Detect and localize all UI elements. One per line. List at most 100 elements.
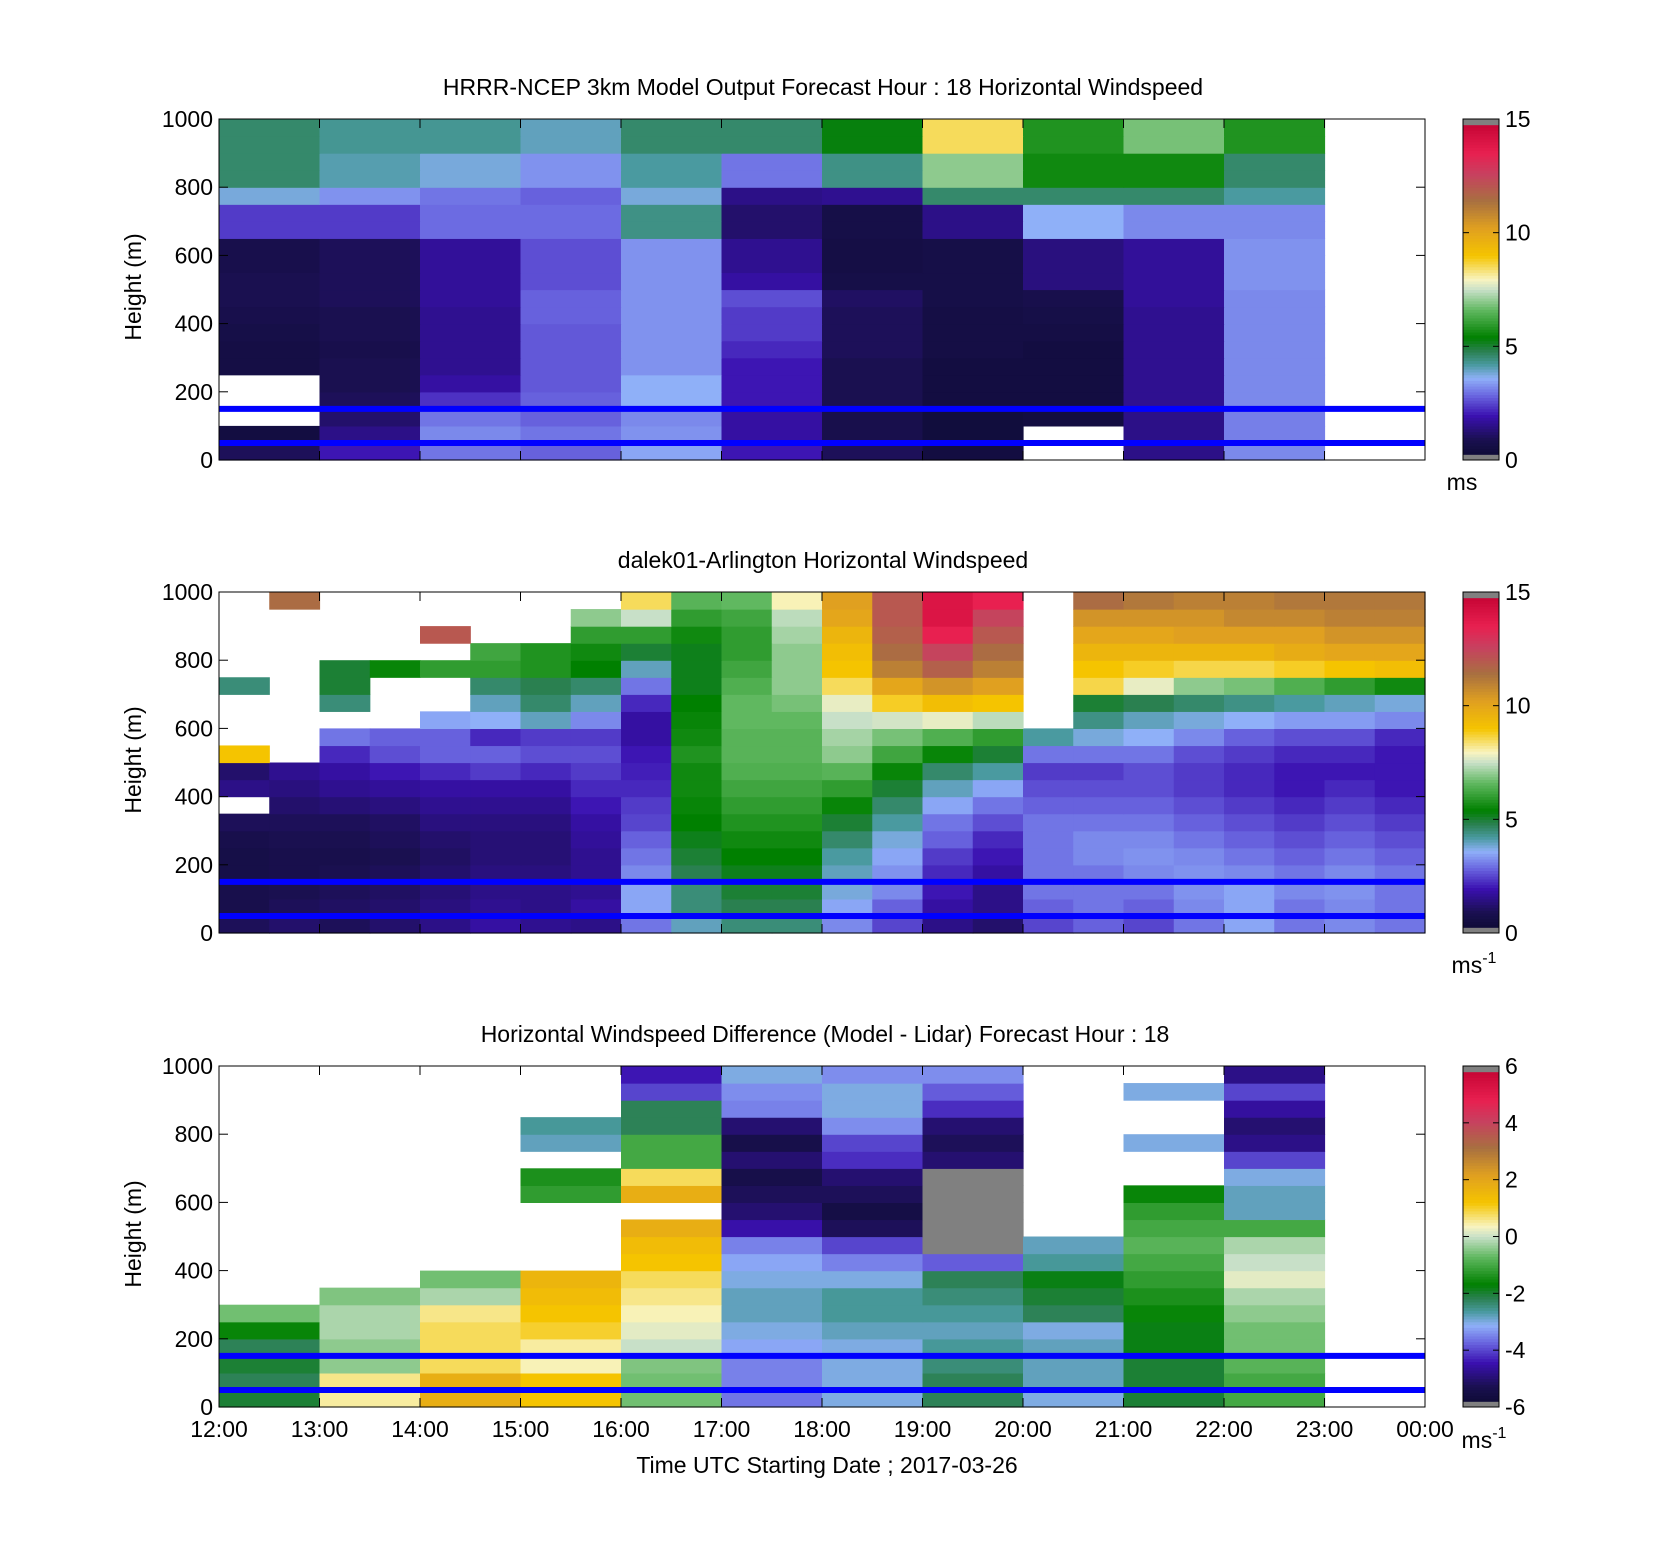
heatmap-cell bbox=[1274, 728, 1326, 747]
heatmap-cell bbox=[520, 796, 572, 815]
heatmap-cell bbox=[1324, 745, 1376, 764]
colorbar-segment bbox=[1463, 594, 1499, 599]
heatmap-cell bbox=[1374, 813, 1426, 832]
heatmap-cell bbox=[470, 864, 522, 883]
colorbar-segment bbox=[1463, 1230, 1499, 1235]
heatmap-cell bbox=[721, 238, 823, 256]
colorbar-segment bbox=[1463, 275, 1499, 279]
heatmap-cell bbox=[219, 1338, 321, 1357]
colorbar-segment bbox=[1463, 884, 1499, 889]
heatmap-cell bbox=[1324, 881, 1376, 900]
colorbar-segment bbox=[1463, 440, 1499, 444]
colorbar-segment bbox=[1463, 779, 1499, 783]
colorbar-segment bbox=[1463, 825, 1499, 829]
colorbar-segment bbox=[1463, 1361, 1499, 1365]
heatmap-cell bbox=[1123, 1202, 1225, 1221]
colorbar-segment bbox=[1463, 771, 1499, 775]
colorbar-segment bbox=[1463, 1384, 1499, 1388]
heatmap-cell bbox=[470, 779, 522, 798]
colorbar-segment bbox=[1463, 901, 1499, 906]
colorbar-segment bbox=[1463, 1301, 1499, 1306]
heatmap-cell bbox=[520, 677, 572, 695]
heatmap-cell bbox=[319, 374, 421, 393]
heatmap-cell bbox=[972, 864, 1024, 883]
colorbar-segment bbox=[1463, 836, 1499, 840]
heatmap-cell bbox=[922, 340, 1024, 359]
colorbar-segment bbox=[1463, 1330, 1499, 1334]
heatmap-cell bbox=[1224, 272, 1326, 291]
heatmap-cell bbox=[520, 408, 622, 427]
heatmap-cell bbox=[520, 442, 622, 461]
colorbar-segment bbox=[1463, 431, 1499, 435]
heatmap-cell bbox=[1274, 609, 1326, 627]
colorbar-segment bbox=[1463, 844, 1499, 849]
heatmap-cell bbox=[1324, 830, 1376, 849]
colorbar-segment bbox=[1463, 175, 1499, 180]
heatmap-cell bbox=[922, 592, 974, 610]
heatmap-cell bbox=[822, 170, 924, 188]
colorbar-segment bbox=[1463, 864, 1499, 869]
heatmap-cell bbox=[922, 1372, 1024, 1391]
x-tick-label: 21:00 bbox=[1095, 1416, 1153, 1442]
x-tick-label: 18:00 bbox=[793, 1416, 851, 1442]
heatmap-cell bbox=[1123, 1389, 1225, 1408]
heatmap-cell bbox=[420, 1355, 522, 1374]
y-tick-label: 400 bbox=[175, 1258, 213, 1284]
heatmap-cell bbox=[972, 711, 1024, 729]
heatmap-cell bbox=[822, 711, 873, 729]
heatmap-cell bbox=[822, 1219, 924, 1238]
colorbar-segment bbox=[1463, 697, 1499, 701]
heatmap-cell bbox=[822, 289, 924, 308]
heatmap-cell bbox=[520, 119, 622, 137]
colorbar-segment bbox=[1463, 728, 1499, 732]
colorbar-segment bbox=[1463, 1125, 1499, 1130]
colorbar-segment bbox=[1463, 1159, 1499, 1164]
y-tick-label: 600 bbox=[175, 242, 213, 268]
heatmap-cell bbox=[621, 1270, 723, 1289]
heatmap-cell bbox=[1023, 1389, 1125, 1408]
heatmap-cell bbox=[822, 1270, 924, 1289]
heatmap-cell bbox=[1073, 711, 1125, 729]
heatmap-cell bbox=[319, 762, 371, 781]
heatmap-cell bbox=[922, 255, 1024, 274]
colorbar-unit: ms-1 bbox=[1452, 950, 1497, 978]
colorbar-segment bbox=[1463, 1128, 1499, 1132]
heatmap-cell bbox=[721, 425, 823, 444]
heatmap-cell bbox=[420, 170, 522, 188]
heatmap-cell bbox=[922, 694, 974, 712]
heatmap-cell bbox=[1073, 592, 1125, 610]
heatmap-cell bbox=[520, 864, 572, 883]
colorbar-segment bbox=[1463, 930, 1499, 934]
colorbar-segment bbox=[1463, 674, 1499, 678]
heatmap-cell bbox=[1123, 847, 1175, 866]
heatmap-cell bbox=[671, 728, 723, 747]
colorbar-segment bbox=[1463, 731, 1499, 735]
heatmap-cell bbox=[470, 813, 522, 832]
heatmap-cell bbox=[721, 1117, 823, 1135]
colorbar-segment bbox=[1463, 161, 1499, 165]
heatmap-cell bbox=[1224, 1168, 1326, 1186]
heatmap-cell bbox=[822, 1185, 924, 1203]
colorbar-segment bbox=[1463, 1381, 1499, 1385]
heatmap-cell bbox=[219, 677, 270, 695]
colorbar-segment bbox=[1463, 762, 1499, 766]
colorbar-segment bbox=[1463, 819, 1499, 823]
heatmap-cell bbox=[1023, 340, 1125, 359]
colorbar-segment bbox=[1463, 124, 1499, 129]
heatmap-cell bbox=[319, 779, 371, 798]
heatmap-cell bbox=[420, 221, 522, 239]
heatmap-cell bbox=[520, 170, 622, 188]
heatmap-cell bbox=[470, 677, 522, 695]
heatmap-cell bbox=[822, 1372, 924, 1391]
colorbar-segment bbox=[1463, 753, 1499, 758]
heatmap-cell bbox=[1224, 813, 1275, 832]
heatmap-cell bbox=[520, 728, 572, 747]
colorbar-segment bbox=[1463, 207, 1499, 211]
colorbar-segment bbox=[1463, 337, 1499, 342]
colorbar-segment bbox=[1463, 802, 1499, 806]
heatmap-cell bbox=[721, 442, 823, 461]
colorbar-segment bbox=[1463, 425, 1499, 430]
heatmap-cell bbox=[721, 119, 823, 137]
colorbar-segment bbox=[1463, 1114, 1499, 1118]
heatmap-cell bbox=[721, 1321, 823, 1340]
